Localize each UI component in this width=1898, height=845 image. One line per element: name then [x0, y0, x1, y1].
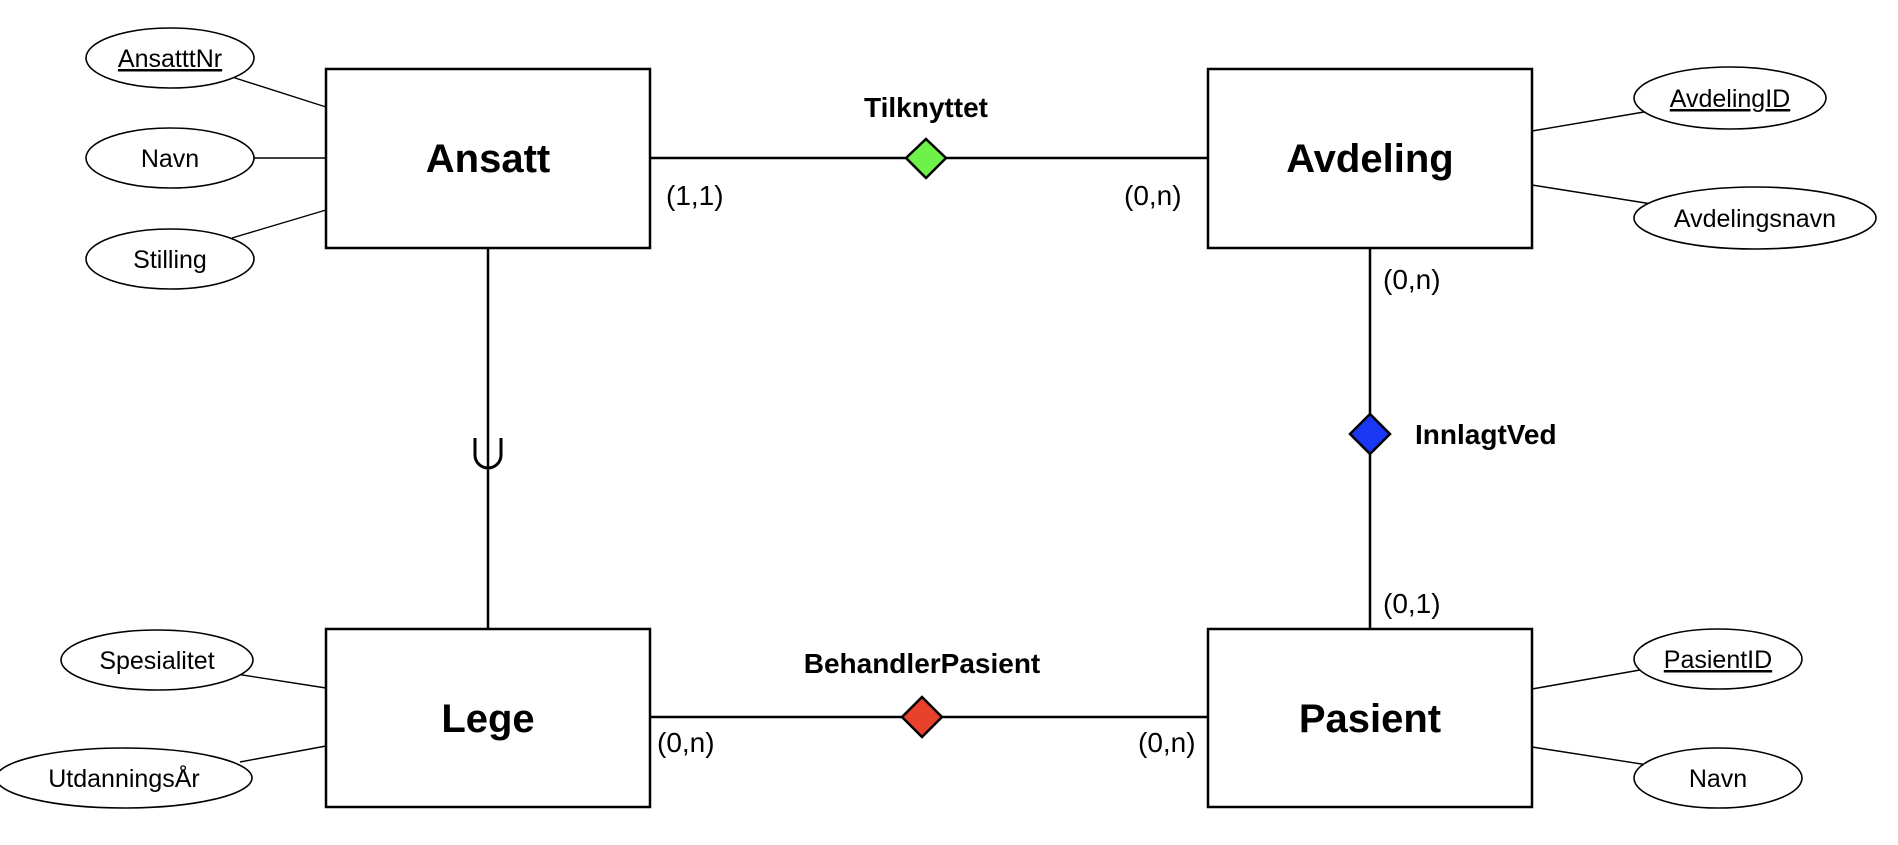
attribute-pasientid-label: PasientID	[1664, 646, 1772, 674]
attr-line-stilling	[231, 209, 327, 239]
attribute-pasientid[interactable]: PasientID	[1633, 628, 1803, 690]
attr-line-ansattnr	[231, 76, 327, 108]
cardinality-lege-behandlerpasient: (0,n)	[657, 727, 715, 758]
attr-line-pasientid	[1531, 669, 1641, 690]
attribute-avdelingsnavn[interactable]: Avdelingsnavn	[1633, 186, 1877, 250]
attribute-pasient-navn-label: Navn	[1689, 765, 1747, 793]
attribute-stilling[interactable]: Stilling	[85, 228, 255, 290]
entity-ansatt[interactable]: Ansatt	[324, 67, 652, 250]
cardinalities: (1,1) (0,n) (0,n) (0,1) (0,n) (0,n)	[657, 180, 1441, 758]
cardinality-ansatt-tilknyttet: (1,1)	[666, 180, 724, 211]
relationship-innlagtved-label: InnlagtVed	[1415, 419, 1557, 450]
diamond-icon	[1348, 412, 1392, 456]
attribute-avdelingid[interactable]: AvdelingID	[1633, 66, 1827, 130]
diamond-icon	[900, 695, 944, 739]
attribute-utdanningsar-label: UtdanningsÅr	[48, 763, 199, 793]
relationship-tilknyttet-label: Tilknyttet	[864, 92, 988, 123]
attribute-pasient-navn[interactable]: Navn	[1633, 747, 1803, 809]
attribute-ansattnr-label: AnsatttNr	[118, 45, 222, 73]
attribute-lines	[231, 76, 1653, 766]
cardinality-avdeling-tilknyttet: (0,n)	[1124, 180, 1182, 211]
attr-line-utdanningsar	[239, 745, 327, 763]
entity-avdeling[interactable]: Avdeling	[1206, 67, 1534, 250]
attribute-ansatt-navn-label: Navn	[141, 145, 199, 173]
attr-line-pasient-navn	[1531, 746, 1649, 766]
attribute-stilling-label: Stilling	[133, 246, 207, 274]
entity-pasient-label: Pasient	[1299, 697, 1441, 741]
relationship-behandlerpasient[interactable]: BehandlerPasient	[804, 648, 1041, 739]
relationship-innlagtved[interactable]: InnlagtVed	[1348, 412, 1557, 456]
entity-pasient[interactable]: Pasient	[1206, 627, 1534, 809]
subset-icon	[473, 438, 503, 470]
attribute-ansatt-navn[interactable]: Navn	[85, 127, 255, 189]
attribute-spesialitet[interactable]: Spesialitet	[60, 629, 254, 691]
cardinality-avdeling-innlagtved: (0,n)	[1383, 264, 1441, 295]
attr-line-avdelingsnavn	[1531, 184, 1653, 205]
cardinality-pasient-behandlerpasient: (0,n)	[1138, 727, 1196, 758]
attribute-avdelingsnavn-label: Avdelingsnavn	[1674, 205, 1836, 233]
entity-lege[interactable]: Lege	[324, 627, 652, 809]
entity-avdeling-label: Avdeling	[1286, 137, 1453, 181]
edges	[486, 156, 1372, 719]
attribute-utdanningsar[interactable]: UtdanningsÅr	[0, 747, 253, 809]
attribute-avdelingid-label: AvdelingID	[1670, 85, 1790, 113]
attr-line-avdelingid	[1531, 111, 1645, 132]
attribute-ansattnr[interactable]: AnsatttNr	[85, 27, 255, 89]
attribute-spesialitet-label: Spesialitet	[99, 647, 214, 675]
entity-lege-label: Lege	[441, 697, 534, 741]
relationship-tilknyttet[interactable]: Tilknyttet	[864, 92, 988, 180]
diamond-icon	[904, 137, 948, 180]
relationship-behandlerpasient-label: BehandlerPasient	[804, 648, 1041, 679]
entity-ansatt-label: Ansatt	[426, 137, 550, 181]
cardinality-pasient-innlagtved: (0,1)	[1383, 588, 1441, 619]
attr-line-spesialitet	[235, 673, 327, 689]
